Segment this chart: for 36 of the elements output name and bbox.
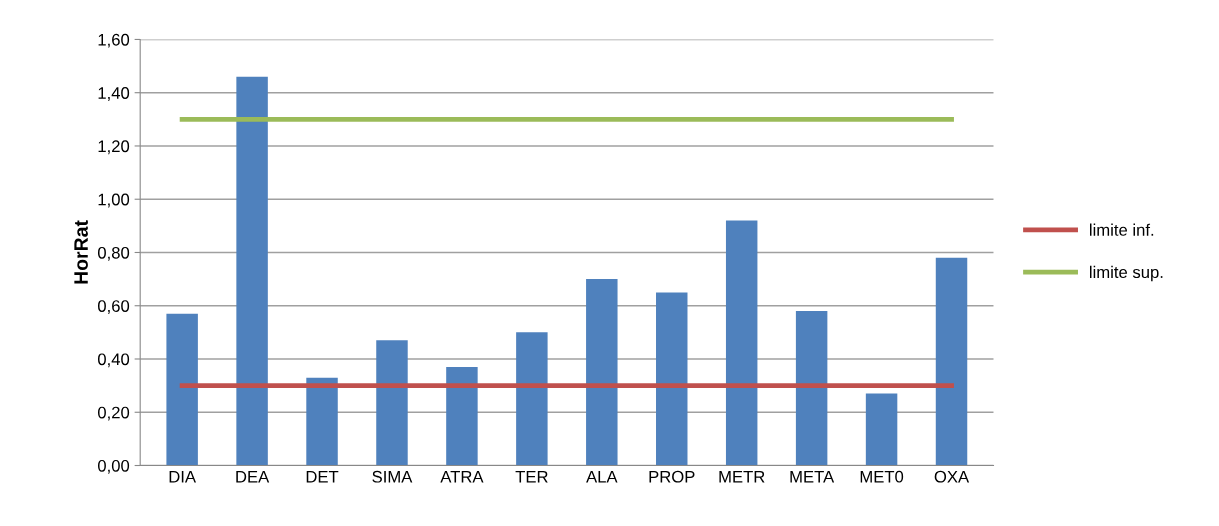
x-tick-label: OXA — [934, 470, 970, 483]
bar — [306, 377, 338, 466]
y-tick-label: 0,40 — [97, 353, 130, 368]
y-tick-label: 0,00 — [97, 459, 130, 474]
bar — [236, 76, 268, 466]
x-tick-label: METR — [719, 470, 765, 483]
bar — [795, 311, 828, 466]
x-tick-label: DET — [306, 470, 339, 483]
bar — [166, 313, 198, 466]
bar — [446, 366, 478, 466]
x-tick-label: MET0 — [860, 470, 904, 483]
y-tick-label: 0,60 — [97, 300, 130, 314]
legend-label: limite inf. — [1090, 223, 1154, 236]
bar — [935, 257, 968, 466]
x-tick-label: ATRA — [440, 470, 484, 483]
y-tick-label: 0,20 — [97, 406, 130, 421]
x-tick-label: ALA — [586, 470, 618, 483]
bar — [586, 279, 618, 466]
x-tick-label: TER — [515, 470, 548, 483]
x-tick-label: DEA — [236, 470, 270, 483]
y-tick-label: 1,60 — [98, 33, 130, 48]
x-tick-label: PROP — [649, 470, 695, 483]
bar — [376, 340, 408, 466]
bar — [656, 292, 688, 466]
x-tick-label: META — [790, 470, 835, 483]
y-axis-title: HorRat — [74, 220, 88, 284]
bar — [725, 220, 758, 466]
legend-label: limite sup. — [1090, 265, 1163, 282]
x-tick-label: SIMA — [372, 470, 413, 483]
y-tick-label: 1,00 — [98, 193, 130, 208]
x-tick-label: DIA — [169, 470, 197, 483]
bar — [516, 332, 548, 466]
y-tick-label: 1,40 — [98, 87, 130, 101]
y-tick-label: 1,20 — [98, 140, 130, 155]
y-tick-label: 0,80 — [97, 246, 130, 261]
bar — [865, 393, 898, 466]
